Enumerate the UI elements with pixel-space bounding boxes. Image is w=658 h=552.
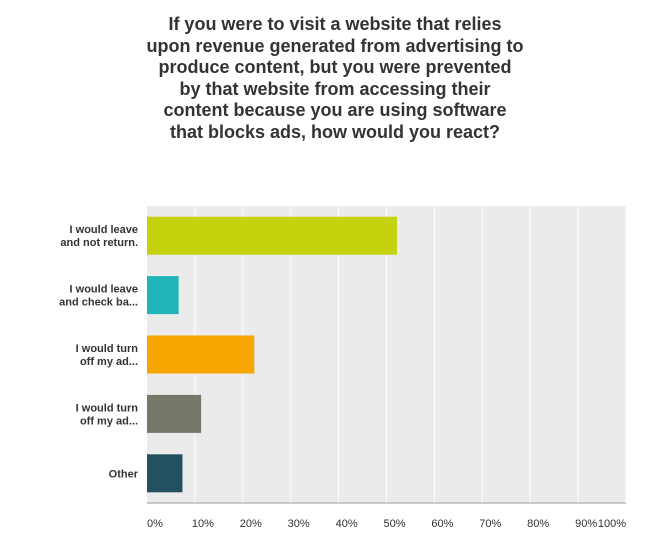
category-label: I would turn <box>76 402 139 414</box>
x-tick-label: 70% <box>479 518 501 530</box>
chart-title-line: that blocks ads, how would you react? <box>169 121 501 142</box>
bar <box>147 216 398 255</box>
chart-title-line: produce content, but you were prevented <box>158 57 512 77</box>
category-label: I would leave <box>70 284 138 296</box>
chart-title-line: by that website from accessing their <box>179 78 491 99</box>
x-tick-label: 60% <box>431 518 453 530</box>
category-label: off my ad... <box>80 415 138 427</box>
bar <box>147 276 179 315</box>
bars <box>147 216 398 493</box>
x-tick-label: 80% <box>527 518 549 530</box>
x-tick-label: 40% <box>336 518 358 530</box>
x-tick-label: 30% <box>288 518 310 530</box>
category-label: and not return. <box>60 237 138 249</box>
x-tick-label: 0% <box>147 518 163 530</box>
chart-title-line: content because you are using software <box>163 100 507 120</box>
x-tick-label: 20% <box>240 518 262 530</box>
bar <box>147 335 255 374</box>
category-label: off my ad... <box>80 356 138 368</box>
x-tick-label: 90% <box>575 518 597 530</box>
chart-title: If you were to visit a website that reli… <box>60 14 610 143</box>
category-label: and check ba... <box>59 297 138 309</box>
x-tick-labels: 0% 10% 20% 30% 40% 50% 60% 70% 80% 90% 100% <box>147 518 626 530</box>
x-tick-label: 100% <box>598 518 626 530</box>
bar <box>147 454 183 493</box>
category-label: I would leave <box>70 224 138 236</box>
bar <box>147 394 202 433</box>
chart-title-line: If you were to visit a website that reli… <box>168 14 502 34</box>
category-label: Other <box>109 468 139 480</box>
x-tick-label: 10% <box>192 518 214 530</box>
chart-title-line: upon revenue generated from advertising … <box>146 35 524 56</box>
category-label: I would turn <box>76 343 139 355</box>
x-tick-label: 50% <box>383 518 405 530</box>
